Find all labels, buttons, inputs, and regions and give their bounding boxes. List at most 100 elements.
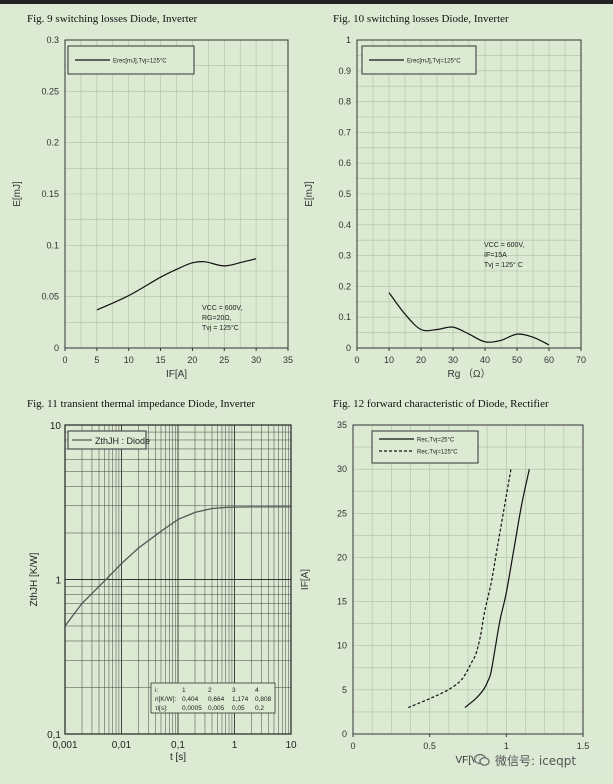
fig12-series-line-1 <box>407 469 512 709</box>
fig9-ylabel: E[mJ] <box>12 181 23 207</box>
fig10-legend-label: Erec[mJ],Tvj=125°C <box>407 59 461 65</box>
fig10-xtick-label: 60 <box>544 355 554 365</box>
fig10-ytick-label: 1 <box>346 35 351 45</box>
fig10-xtick-label: 10 <box>384 355 394 365</box>
fig9-legend-label: Erec[mJ],Tvj=125°C <box>113 59 167 65</box>
fig12-xtick-label: 0 <box>350 741 355 751</box>
fig11-xlabel: t [s] <box>170 752 186 763</box>
fig10-ytick-label: 0.1 <box>338 312 351 322</box>
fig9-annotation: RG=20Ω, <box>202 315 232 322</box>
fig10-xtick-label: 0 <box>354 355 359 365</box>
fig11-param-table-cell: 1,174 <box>232 696 249 703</box>
fig10-series-line-0 <box>388 292 550 346</box>
fig10-annotation: VCC = 600V, <box>484 242 524 249</box>
top-rule <box>0 0 613 4</box>
fig12-ytick-label: 35 <box>337 420 347 430</box>
fig10-xtick-label: 30 <box>448 355 458 365</box>
fig11-param-table-cell: 2 <box>208 687 212 694</box>
fig12-xtick-label: 1 <box>504 741 509 751</box>
fig11-param-table-cell: 4 <box>255 687 259 694</box>
fig9-ytick-label: 0.1 <box>46 240 59 250</box>
fig11-xtick-label: 1 <box>232 740 238 751</box>
fig11-param-table-cell: 3 <box>232 687 236 694</box>
fig10-xtick-label: 40 <box>480 355 490 365</box>
fig9-plot-frame <box>64 39 289 349</box>
fig11-plot-frame <box>64 424 292 735</box>
fig10-ytick-label: 0 <box>346 343 351 353</box>
fig11-param-table-cell: 0,005 <box>208 705 225 712</box>
fig12-caption: Fig. 12 forward characteristic of Diode,… <box>333 398 549 410</box>
fig10-ylabel: E[mJ] <box>304 181 315 207</box>
fig12-xtick-label: 1.5 <box>577 741 590 751</box>
fig10-ytick-label: 0.3 <box>338 251 351 261</box>
fig9-xtick-label: 0 <box>62 355 67 365</box>
fig11-ytick-label: 0,1 <box>47 730 61 741</box>
fig9-ytick-label: 0.2 <box>46 138 59 148</box>
fig10-ytick-label: 0.8 <box>338 97 351 107</box>
fig11-ytick-label: 1 <box>55 576 61 587</box>
fig10-annotation: IF=15A <box>484 252 507 259</box>
fig10-xtick-label: 20 <box>416 355 426 365</box>
fig9-xtick-label: 25 <box>219 355 229 365</box>
fig9-xtick-label: 35 <box>283 355 293 365</box>
fig10-xtick-label: 70 <box>576 355 586 365</box>
fig12-ytick-label: 10 <box>337 641 347 651</box>
fig12-ytick-label: 15 <box>337 597 347 607</box>
fig9-ytick-label: 0.05 <box>41 292 59 302</box>
watermark-text: 微信号: iceqpt <box>495 753 577 768</box>
fig10-xlabel: Rg （Ω） <box>447 368 490 380</box>
fig11-param-table-cell: 0,0005 <box>182 705 202 712</box>
wechat-icon <box>473 753 490 767</box>
fig12-ytick-label: 30 <box>337 464 347 474</box>
fig9-xtick-label: 20 <box>187 355 197 365</box>
fig10-plot-frame <box>356 39 582 349</box>
fig11-xtick-label: 10 <box>285 740 297 751</box>
fig11-xtick-label: 0,01 <box>112 740 132 751</box>
fig12-ytick-label: 25 <box>337 508 347 518</box>
fig10-ytick-label: 0.9 <box>338 66 351 76</box>
fig12-xtick-label: 0.5 <box>423 741 436 751</box>
fig12-ytick-label: 20 <box>337 552 347 562</box>
fig10-ytick-label: 0.7 <box>338 127 351 137</box>
fig9-series-line-0 <box>96 258 257 311</box>
fig11-ytick-label: 10 <box>50 421 62 432</box>
fig9-ytick-label: 0.3 <box>46 35 59 45</box>
fig11-legend-label: ZthJH : Diode <box>95 436 150 446</box>
fig11-param-table-cell: ri[K/W]: <box>155 696 176 703</box>
fig11-param-table-cell: 0,05 <box>232 705 245 712</box>
fig9-annotation: VCC = 600V, <box>202 305 242 312</box>
fig11-param-table-cell: 0,404 <box>182 696 199 703</box>
fig12-ytick-label: 5 <box>342 685 347 695</box>
fig9-xtick-label: 30 <box>251 355 261 365</box>
fig10-ytick-label: 0.5 <box>338 189 351 199</box>
fig11-param-table-cell: 1 <box>182 687 186 694</box>
fig11-param-table-cell: 0,808 <box>255 696 272 703</box>
fig9-xlabel: IF[A] <box>166 369 187 380</box>
fig11-caption: Fig. 11 transient thermal impedance Diod… <box>27 398 256 410</box>
watermark: 微信号: iceqpt <box>473 749 608 771</box>
fig11-param-table-cell: τi[s]: <box>155 705 168 712</box>
fig12-legend-label: Rec,Tvj=25°C <box>417 438 455 444</box>
fig11-series-line-0 <box>64 506 291 627</box>
fig10-annotation: Tvj = 125° C <box>484 261 523 269</box>
fig11-param-table-cell: 0,2 <box>255 705 264 712</box>
fig10-ytick-label: 0.4 <box>338 220 351 230</box>
fig11-ylabel: ZthJH [K/W] <box>29 552 40 606</box>
fig11-param-table-cell: i: <box>155 687 158 694</box>
fig9-caption: Fig. 9 switching losses Diode, Inverter <box>27 13 198 25</box>
fig10-caption: Fig. 10 switching losses Diode, Inverter <box>333 13 509 25</box>
fig11-param-table-box <box>150 682 276 714</box>
fig9-xtick-label: 5 <box>94 355 99 365</box>
fig10-ytick-label: 0.2 <box>338 281 351 291</box>
fig11-legend-box <box>67 430 147 450</box>
fig9-ytick-label: 0.15 <box>41 189 59 199</box>
fig12-ylabel: IF[A] <box>300 569 311 590</box>
fig12-plot-frame <box>352 424 584 735</box>
fig10-ytick-label: 0.6 <box>338 158 351 168</box>
fig11-param-table-cell: 0,664 <box>208 696 225 703</box>
fig12-xlabel: VF[V] <box>455 755 480 766</box>
fig9-ytick-label: 0 <box>54 343 59 353</box>
fig10-xtick-label: 50 <box>512 355 522 365</box>
fig9-ytick-label: 0.25 <box>41 86 59 96</box>
